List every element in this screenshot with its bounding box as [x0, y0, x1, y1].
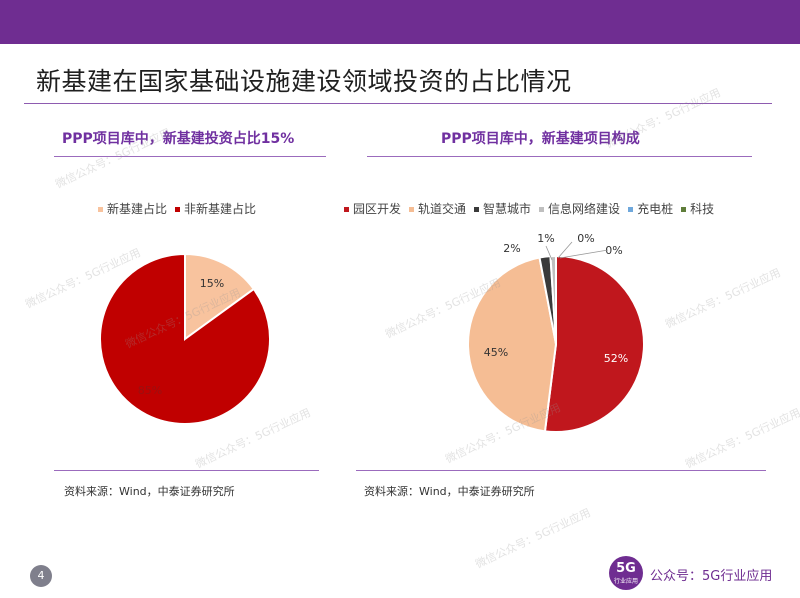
watermark-text: 微信公众号：5G行业应用: [473, 506, 593, 571]
pie-slice: [99, 252, 271, 425]
leader-line: [545, 245, 553, 261]
page-number: 4: [30, 565, 52, 587]
slice-label: 45%: [484, 346, 508, 359]
left-source-divider: [54, 470, 319, 471]
legend-item: 智慧城市: [474, 200, 531, 217]
legend-swatch: [539, 207, 545, 212]
legend-label: 充电桩: [637, 202, 674, 216]
pie-slice: [543, 254, 645, 433]
legend-label: 轨道交通: [418, 202, 467, 216]
left-title-divider: [54, 156, 326, 157]
legend-label: 新基建占比: [107, 202, 168, 216]
legend-item: 信息网络建设: [539, 200, 620, 217]
title-divider: [24, 103, 772, 104]
leader-line: [559, 249, 609, 259]
slice-label: 1%: [537, 232, 554, 245]
legend-item: 科技: [681, 200, 714, 217]
pie-slice: [467, 256, 558, 433]
left-chart-legend: 新基建占比 非新基建占比: [98, 200, 264, 217]
legend-item: 轨道交通: [409, 200, 466, 217]
legend-swatch: [628, 207, 634, 212]
right-title-divider: [367, 156, 752, 157]
legend-swatch: [409, 207, 415, 212]
legend-item: 园区开发: [344, 200, 401, 217]
top-bar: [0, 0, 800, 44]
5g-logo: 5G 行业应用: [609, 556, 643, 590]
logo-subtext: 行业应用: [613, 578, 638, 585]
slice-label: 52%: [604, 352, 628, 365]
legend-label: 园区开发: [353, 202, 402, 216]
leader-line: [557, 241, 573, 259]
right-chart-title: PPP项目库中，新基建项目构成: [441, 131, 640, 147]
slice-label: 15%: [200, 277, 224, 290]
right-chart-legend: 园区开发 轨道交通 智慧城市 信息网络建设 充电桩 科技: [344, 200, 722, 217]
account-label: 公众号：5G行业应用: [650, 569, 773, 584]
legend-label: 科技: [690, 202, 715, 216]
slice-label: 85%: [138, 384, 162, 397]
legend-swatch: [474, 207, 480, 212]
slice-label: 0%: [577, 232, 594, 245]
pie-slice: [184, 252, 256, 341]
watermark-text: 微信公众号：5G行业应用: [683, 406, 800, 471]
right-source-divider: [356, 470, 766, 471]
legend-label: 非新基建占比: [184, 202, 257, 216]
legend-swatch: [175, 207, 181, 212]
legend-swatch: [681, 207, 687, 212]
right-pie-chart: 52% 45% 2% 1% 0% 0%: [467, 232, 645, 433]
page-title: 新基建在国家基础设施建设领域投资的占比情况: [36, 67, 572, 96]
legend-label: 智慧城市: [483, 202, 532, 216]
logo-text: 5G: [616, 561, 636, 576]
legend-item: 非新基建占比: [175, 200, 256, 217]
left-chart-title: PPP项目库中，新基建投资占比15%: [62, 131, 295, 147]
left-source-note: 资料来源：Wind，中泰证券研究所: [64, 485, 235, 498]
slice-label: 2%: [503, 242, 520, 255]
legend-label: 信息网络建设: [548, 202, 621, 216]
legend-item: 新基建占比: [98, 200, 167, 217]
left-pie-chart: 15% 85%: [99, 252, 271, 425]
slice-label: 0%: [605, 244, 622, 257]
legend-swatch: [98, 207, 103, 212]
right-source-note: 资料来源：Wind，中泰证券研究所: [364, 485, 535, 498]
legend-item: 充电桩: [628, 200, 673, 217]
legend-swatch: [344, 207, 349, 212]
watermark-text: 微信公众号：5G行业应用: [663, 266, 783, 331]
